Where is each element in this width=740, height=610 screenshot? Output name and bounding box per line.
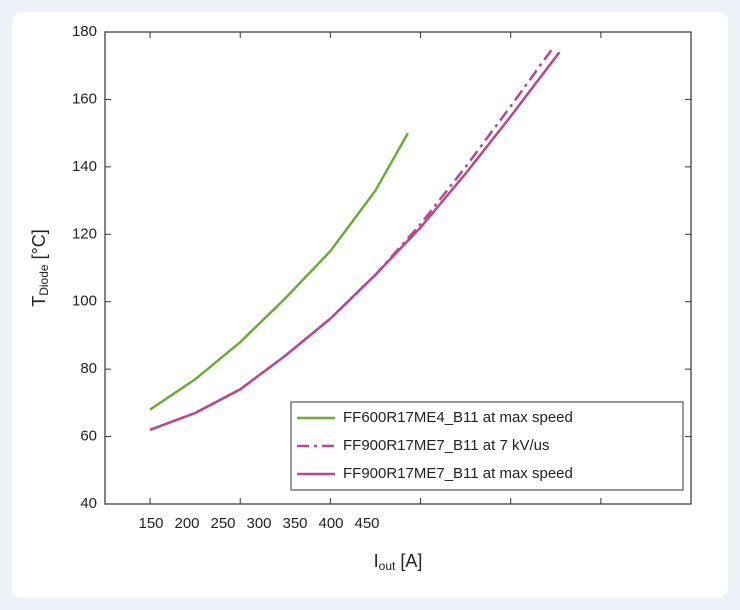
card bbox=[12, 12, 728, 598]
y-tick-label: 180 bbox=[72, 23, 97, 40]
y-tick-label: 140 bbox=[72, 158, 97, 175]
y-tick-label: 100 bbox=[72, 293, 97, 310]
y-tick-label: 40 bbox=[80, 495, 97, 512]
legend-box bbox=[290, 401, 684, 491]
y-tick-label: 60 bbox=[80, 428, 97, 445]
x-axis-label: Iout [A] bbox=[374, 551, 423, 573]
y-label-main: T bbox=[29, 296, 49, 307]
y-axis-label: TDiode [°C] bbox=[29, 229, 51, 307]
x-tick-label: 350 bbox=[282, 515, 307, 532]
x-tick-label: 250 bbox=[210, 515, 235, 532]
x-label-sub: out bbox=[379, 559, 396, 573]
y-label-sub: Diode bbox=[37, 264, 51, 296]
series-line bbox=[149, 48, 554, 431]
legend-label: FF900R17ME7_B11 at max speed bbox=[343, 465, 573, 482]
x-tick-label: 150 bbox=[138, 515, 163, 532]
series-line bbox=[149, 51, 561, 431]
x-label-main: I bbox=[374, 551, 379, 571]
series-line bbox=[149, 132, 409, 411]
x-tick-label: 200 bbox=[174, 515, 199, 532]
x-tick-label: 300 bbox=[246, 515, 271, 532]
plot-frame bbox=[104, 31, 692, 505]
x-tick-label: 400 bbox=[318, 515, 343, 532]
x-tick-label: 450 bbox=[354, 515, 379, 532]
legend-label: FF600R17ME4_B11 at max speed bbox=[343, 409, 573, 426]
x-label-unit: [A] bbox=[395, 551, 422, 571]
y-tick-label: 120 bbox=[72, 225, 97, 242]
y-label-unit: [°C] bbox=[29, 229, 49, 264]
legend-label: FF900R17ME7_B11 at 7 kV/us bbox=[343, 437, 550, 454]
y-tick-label: 160 bbox=[72, 90, 97, 107]
y-tick-label: 80 bbox=[80, 360, 97, 377]
